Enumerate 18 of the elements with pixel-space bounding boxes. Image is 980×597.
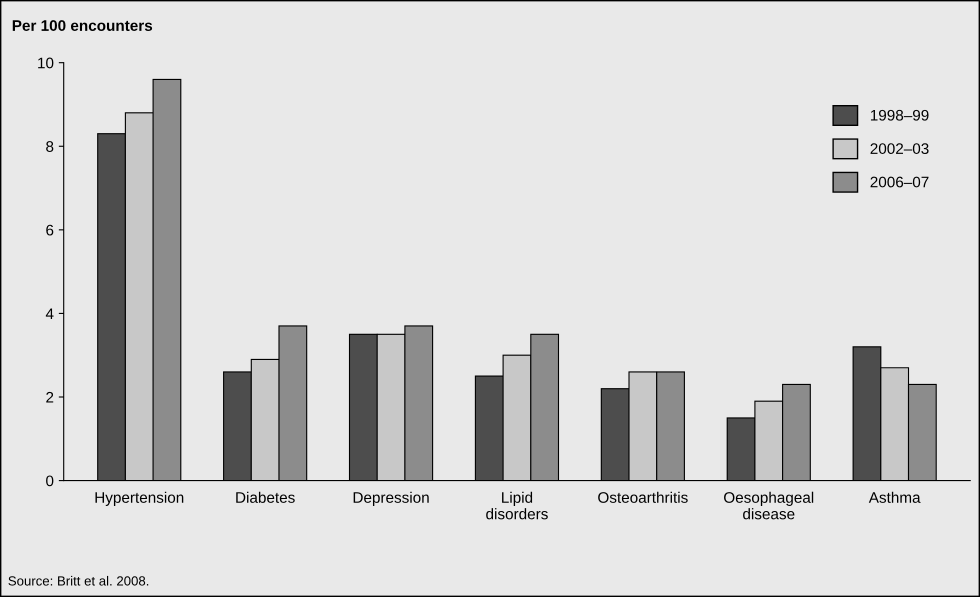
y-tick-label: 6 — [46, 224, 54, 236]
legend-label: 2002–03 — [870, 143, 929, 154]
source-note: Source: Britt et al. 2008. — [8, 576, 148, 586]
y-tick-label: 10 — [38, 58, 54, 68]
chart-title: Per 100 encounters — [12, 20, 152, 31]
legend-label: 2006–07 — [870, 176, 928, 188]
legend-label: 1998–99 — [870, 110, 929, 121]
y-tick-label: 2 — [46, 392, 54, 403]
x-tick-label: Osteoarthritis — [598, 492, 688, 503]
y-tick-label: 4 — [46, 308, 54, 319]
x-tick-label: Diabetes — [236, 492, 295, 503]
x-tick-label: Depression — [354, 492, 429, 506]
x-tick-label: Oesophageal disease — [724, 492, 814, 520]
y-tick-label: 0 — [46, 475, 54, 486]
x-tick-label: Asthma — [868, 492, 921, 503]
x-tick-label: Hypertension — [95, 492, 184, 506]
x-tick-label: Lipid disorders — [486, 492, 548, 520]
y-tick-label: 8 — [46, 141, 54, 152]
